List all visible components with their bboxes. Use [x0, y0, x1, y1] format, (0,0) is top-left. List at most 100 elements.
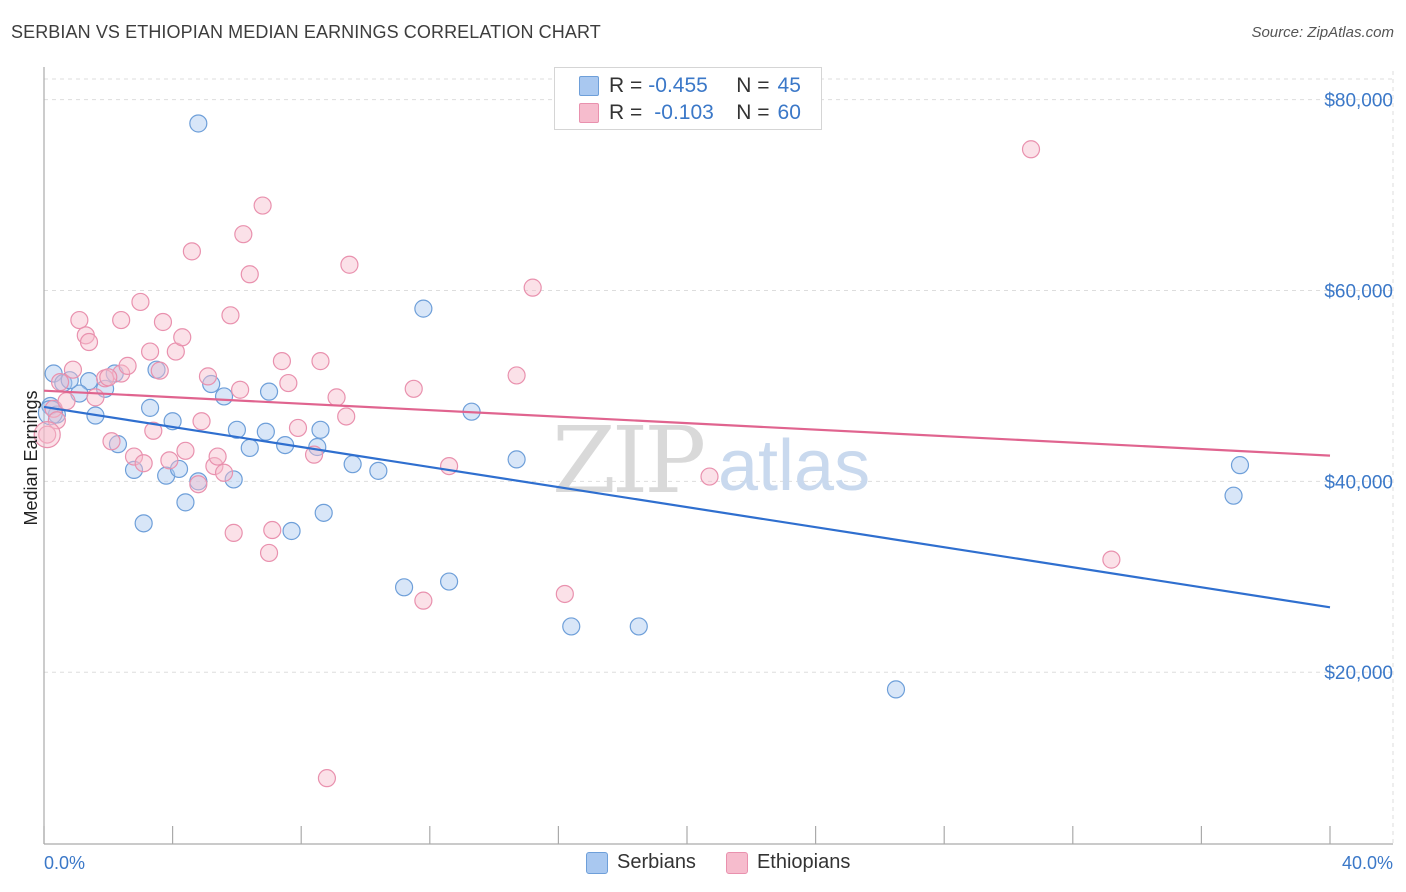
ethiopian-point — [700, 467, 719, 486]
serbian-point — [224, 470, 243, 489]
axes — [43, 67, 1393, 845]
legend-r-value: -0.455 — [648, 74, 708, 97]
ethiopian-point — [124, 447, 144, 466]
serbian-point — [314, 503, 333, 522]
ethiopian-point — [337, 407, 356, 426]
ethiopian-point — [231, 380, 250, 399]
legend-n-label: N = — [736, 74, 770, 97]
serbians-legend-label: Serbians — [617, 851, 696, 873]
ethiopian-point — [507, 366, 526, 385]
ethiopians-legend-swatch — [725, 851, 748, 874]
serbian-point — [507, 450, 526, 469]
ethiopian-point — [150, 361, 169, 380]
legend-row-ethiopians: R = -0.103 N = 60 — [555, 99, 801, 127]
ethiopian-point — [118, 356, 137, 375]
ethiopian-point — [259, 543, 279, 563]
ethiopian-point — [70, 310, 89, 330]
y-tick-labels: $20,000 $40,000 $60,000 $80,000 — [1324, 91, 1393, 685]
ethiopian-point — [263, 520, 282, 540]
ethiopian-point — [272, 352, 292, 371]
serbian-point — [439, 572, 459, 591]
ethiopian-point — [102, 432, 121, 451]
legend-item-serbians[interactable]: Serbians — [586, 851, 696, 874]
ethiopian-point — [134, 454, 153, 473]
ethiopian-point — [205, 456, 224, 476]
watermark: ZIP atlas — [552, 407, 870, 514]
ethiopian-point — [160, 451, 179, 470]
legend-n-value: 45 — [777, 74, 801, 97]
serbian-point — [1224, 486, 1243, 505]
ethiopian-point — [63, 360, 83, 379]
trend-lines — [43, 389, 1331, 609]
ethiopian-point — [38, 425, 57, 444]
ethiopians-trend-line — [43, 389, 1331, 457]
y-tick-label: $20,000 — [1324, 663, 1393, 684]
y-tick-label: $60,000 — [1324, 281, 1393, 302]
serbian-point — [189, 114, 208, 133]
serbians-trend-line — [43, 405, 1331, 609]
y-tick-label: $80,000 — [1324, 91, 1393, 112]
ethiopian-point — [131, 292, 150, 312]
ethiopian-point — [253, 196, 272, 215]
y-tick-label: $40,000 — [1324, 472, 1393, 493]
correlation-legend: R = -0.455 N = 45 R = -0.103 N = 60 — [554, 67, 822, 130]
series-ethiopians-points — [33, 140, 1121, 788]
ethiopian-point — [112, 310, 131, 330]
serbian-point — [124, 460, 144, 480]
ethiopian-point — [208, 447, 227, 466]
ethiopian-point — [327, 388, 346, 407]
ethiopian-point — [153, 312, 173, 332]
ethiopians-swatch — [579, 103, 599, 123]
ethiopian-point — [234, 225, 253, 244]
serbian-point — [256, 422, 275, 441]
ethiopian-point — [288, 418, 308, 438]
ethiopian-point — [317, 769, 337, 788]
x-tick-label-min: 0.0% — [44, 853, 85, 873]
serbians-swatch — [579, 76, 599, 96]
ethiopian-point — [189, 475, 208, 494]
serbian-point — [140, 398, 160, 417]
serbian-point — [886, 680, 906, 699]
serbian-point — [562, 617, 581, 636]
serbian-point — [176, 493, 195, 512]
ethiopian-point — [57, 392, 76, 411]
ethiopian-point — [1102, 550, 1121, 569]
legend-n-value: 60 — [777, 101, 801, 124]
x-tick-label-max: 40.0% — [1342, 853, 1393, 873]
ethiopian-point — [1021, 140, 1041, 159]
legend-r-label: R = — [609, 101, 643, 124]
serbian-point — [134, 514, 153, 533]
ethiopian-point — [176, 441, 195, 460]
ethiopian-point — [86, 388, 105, 407]
watermark-atlas: atlas — [718, 426, 870, 506]
legend-n-label: N = — [736, 101, 770, 124]
ethiopian-point — [340, 255, 359, 274]
ethiopian-point — [221, 306, 240, 325]
legend-item-ethiopians[interactable]: Ethiopians — [725, 851, 851, 874]
ethiopian-point — [414, 591, 433, 610]
ethiopian-point — [404, 379, 423, 398]
ethiopian-point — [47, 411, 66, 430]
chart-title: SERBIAN VS ETHIOPIAN MEDIAN EARNINGS COR… — [11, 22, 601, 42]
ethiopian-point — [182, 242, 201, 261]
legend-r-label: R = — [609, 74, 643, 97]
ethiopian-point — [224, 523, 243, 542]
ethiopian-point-large — [33, 420, 61, 449]
ethiopian-point — [240, 265, 259, 284]
ethiopian-point — [214, 463, 234, 482]
serbian-point — [629, 617, 648, 636]
serbian-point — [369, 461, 388, 480]
series-legend: Serbians Ethiopians — [586, 851, 880, 874]
ethiopian-point — [311, 352, 330, 371]
serbian-point — [214, 387, 234, 406]
source-label: Source: ZipAtlas.com — [1251, 24, 1394, 41]
ethiopian-point — [79, 332, 99, 352]
serbian-point — [1230, 456, 1250, 475]
ethiopian-point — [144, 421, 163, 440]
ethiopian-point — [555, 584, 574, 604]
watermark-zip: ZIP — [552, 407, 703, 514]
serbian-point — [414, 299, 433, 318]
serbian-point — [259, 382, 279, 401]
ethiopians-legend-label: Ethiopians — [756, 851, 851, 873]
